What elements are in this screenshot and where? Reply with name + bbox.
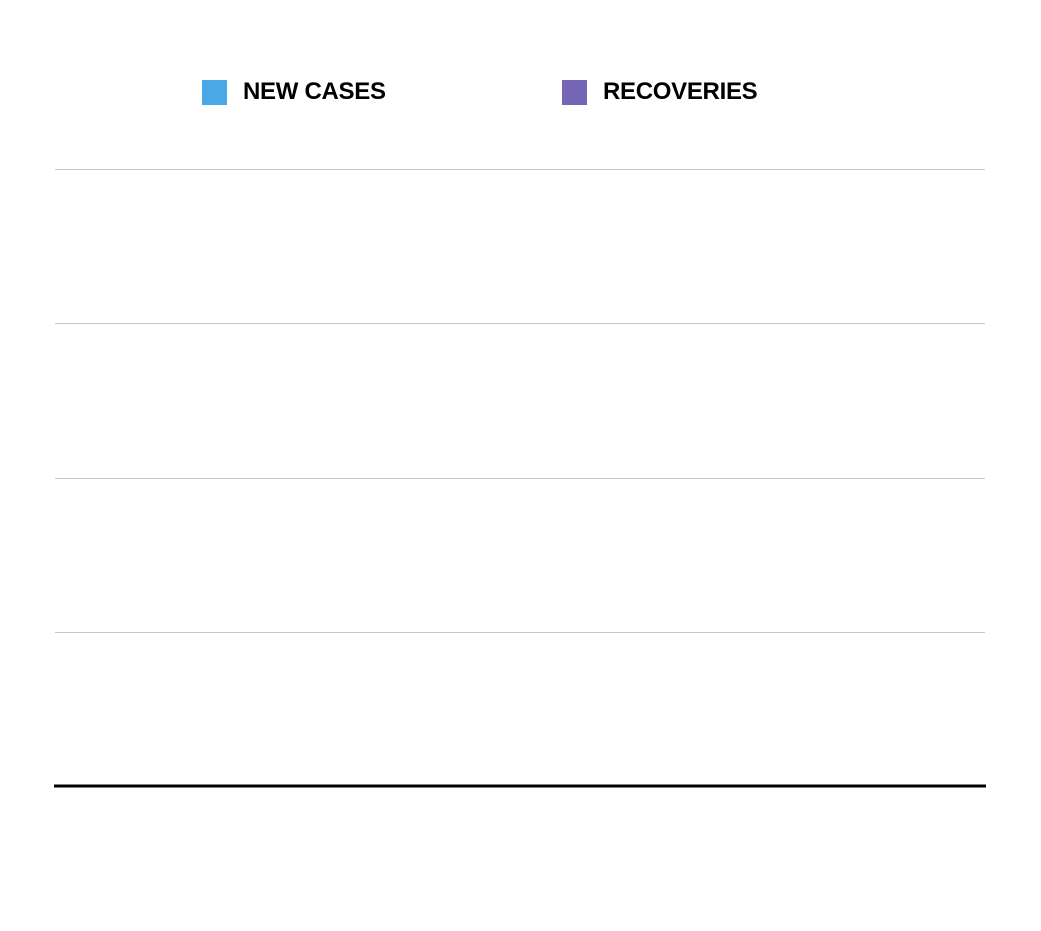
legend-label-new-cases: NEW CASES (243, 78, 386, 105)
legend-item-recoveries: RECOVERIES (562, 78, 758, 106)
legend-label-recoveries: RECOVERIES (603, 78, 758, 105)
legend-swatch-recoveries (562, 79, 587, 105)
legend-swatch-new-cases (202, 79, 227, 105)
legend-item-new-cases: NEW CASES (202, 78, 386, 106)
chart-legend: NEW CASES RECOVERIES (0, 78, 1041, 106)
